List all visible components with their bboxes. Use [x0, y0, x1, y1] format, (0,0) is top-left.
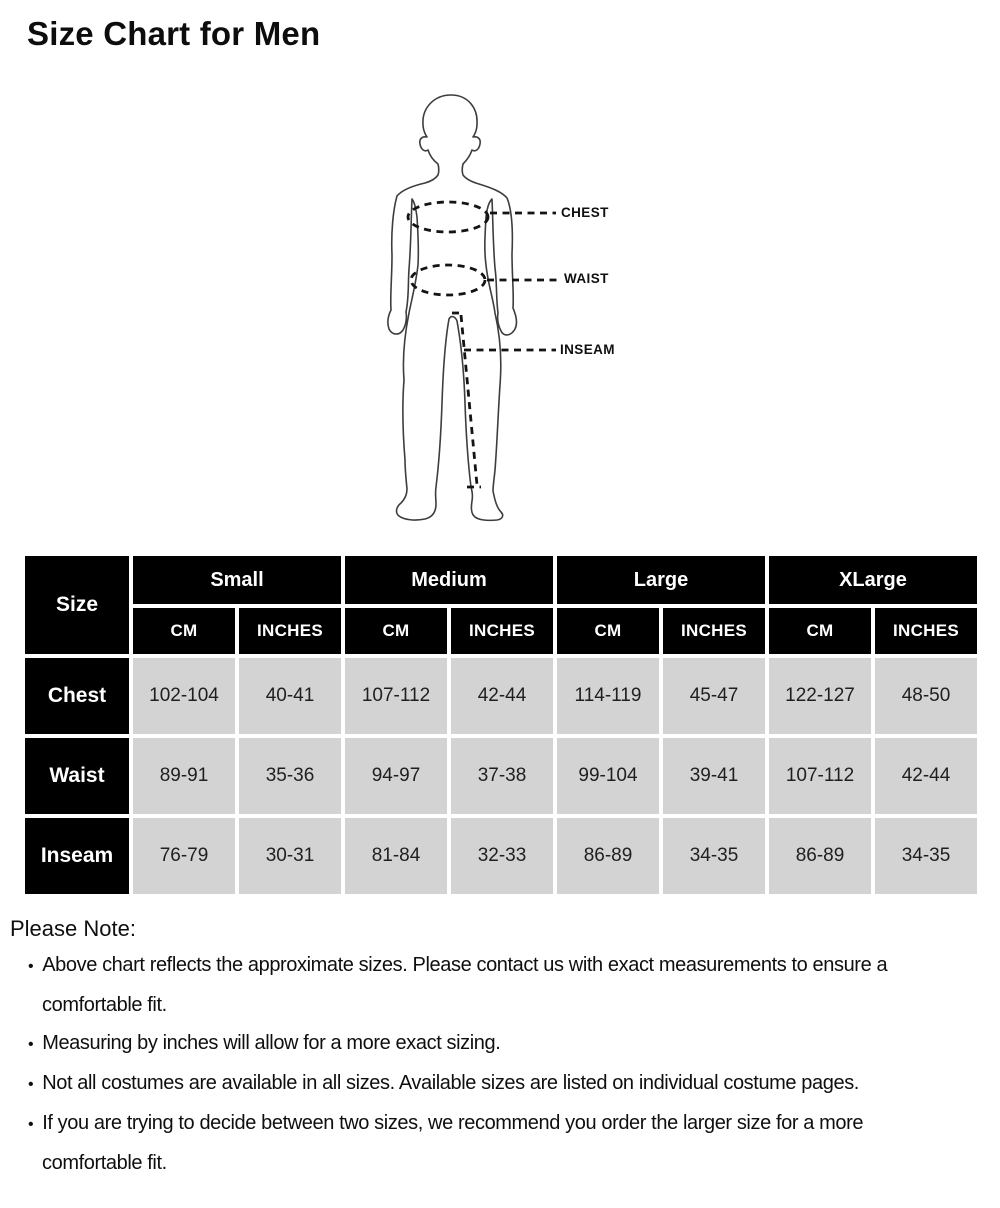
cell-value: 122-127 [769, 658, 871, 734]
unit-header-inches: INCHES [663, 608, 765, 654]
group-header-small: Small [133, 556, 341, 604]
note-item: • Measuring by inches will allow for a mo… [28, 1024, 933, 1064]
table-row: CM INCHES CM INCHES CM INCHES CM INCHES [25, 608, 977, 654]
cell-value: 45-47 [663, 658, 765, 734]
note-text: If you are trying to decide between two … [42, 1112, 864, 1174]
note-text: Measuring by inches will allow for a mor… [42, 1032, 501, 1054]
table-row: Chest 102-104 40-41 107-112 42-44 114-11… [25, 658, 977, 734]
unit-header-cm: CM [345, 608, 447, 654]
cell-value: 114-119 [557, 658, 659, 734]
cell-value: 37-38 [451, 738, 553, 814]
notes-list: • Above chart reflects the approximate si… [28, 946, 933, 1182]
bullet-icon: • [28, 958, 34, 975]
size-chart-table: Size Small Medium Large XLarge CM INCHES… [21, 552, 981, 898]
cell-value: 42-44 [875, 738, 977, 814]
bullet-icon: • [28, 1116, 34, 1133]
row-label-inseam: Inseam [25, 818, 129, 894]
note-text: Above chart reflects the approximate siz… [42, 954, 888, 1016]
cell-value: 86-89 [769, 818, 871, 894]
cell-value: 81-84 [345, 818, 447, 894]
unit-header-cm: CM [769, 608, 871, 654]
cell-value: 76-79 [133, 818, 235, 894]
cell-value: 39-41 [663, 738, 765, 814]
note-text: Not all costumes are available in all si… [42, 1072, 859, 1094]
group-header-xlarge: XLarge [769, 556, 977, 604]
cell-value: 42-44 [451, 658, 553, 734]
inseam-measure-line [459, 314, 479, 486]
bullet-icon: • [28, 1076, 34, 1093]
group-header-medium: Medium [345, 556, 553, 604]
body-measurement-diagram: CHEST WAIST INSEAM [0, 84, 1000, 546]
page-title: Size Chart for Men [27, 15, 321, 52]
group-header-large: Large [557, 556, 765, 604]
cell-value: 34-35 [663, 818, 765, 894]
cell-value: 99-104 [557, 738, 659, 814]
unit-header-inches: INCHES [875, 608, 977, 654]
cell-value: 48-50 [875, 658, 977, 734]
male-body-outline-svg [387, 94, 558, 522]
waist-measure-ellipse [409, 263, 487, 297]
chest-measure-ellipse [406, 200, 490, 234]
table-row: Inseam 76-79 30-31 81-84 32-33 86-89 34-… [25, 818, 977, 894]
cell-value: 35-36 [239, 738, 341, 814]
table-row: Size Small Medium Large XLarge [25, 556, 977, 654]
cell-value: 30-31 [239, 818, 341, 894]
waist-label: WAIST [564, 271, 609, 286]
cell-value: 107-112 [769, 738, 871, 814]
table-row: Waist 89-91 35-36 94-97 37-38 99-104 39-… [25, 738, 977, 814]
cell-value: 86-89 [557, 818, 659, 894]
size-corner-header: Size [25, 556, 129, 654]
note-item: • Not all costumes are available in all s… [28, 1064, 933, 1104]
bullet-icon: • [28, 1036, 34, 1053]
row-label-chest: Chest [25, 658, 129, 734]
cell-value: 102-104 [133, 658, 235, 734]
male-body-outline [387, 94, 518, 522]
note-item: • Above chart reflects the approximate si… [28, 946, 933, 1024]
unit-header-cm: CM [133, 608, 235, 654]
size-chart-page: Size Chart for Men CHEST WAIST INSEAM [0, 14, 1000, 1208]
cell-value: 89-91 [133, 738, 235, 814]
unit-header-inches: INCHES [451, 608, 553, 654]
cell-value: 34-35 [875, 818, 977, 894]
cell-value: 107-112 [345, 658, 447, 734]
notes-section: Please Note: • Above chart reflects the a… [10, 916, 1000, 1182]
unit-header-cm: CM [557, 608, 659, 654]
cell-value: 40-41 [239, 658, 341, 734]
unit-header-inches: INCHES [239, 608, 341, 654]
inseam-label: INSEAM [560, 342, 615, 357]
notes-heading: Please Note: [10, 916, 136, 941]
row-label-waist: Waist [25, 738, 129, 814]
cell-value: 94-97 [345, 738, 447, 814]
chest-label: CHEST [561, 205, 609, 220]
cell-value: 32-33 [451, 818, 553, 894]
note-item: • If you are trying to decide between two… [28, 1104, 933, 1182]
